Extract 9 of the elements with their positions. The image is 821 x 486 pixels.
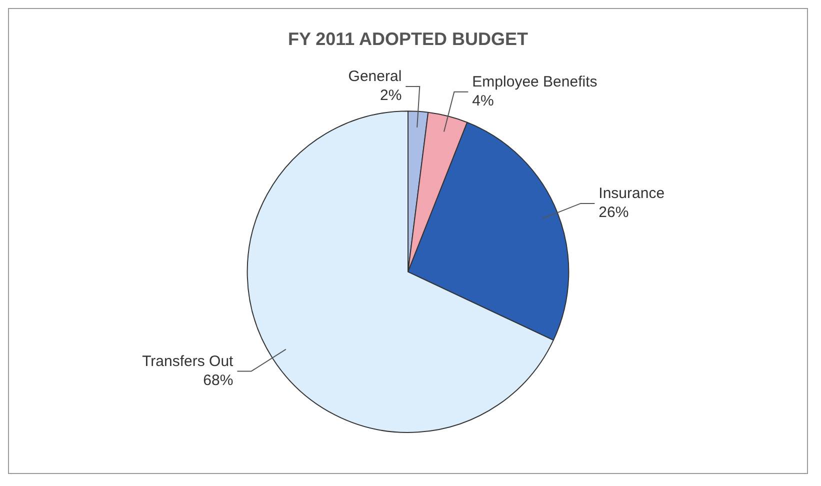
data-label: 4% (472, 92, 494, 110)
slice-label: Employee Benefits (472, 74, 598, 91)
data-label: 68% (203, 372, 234, 389)
chart-title: FY 2011 ADOPTED BUDGET (288, 28, 528, 49)
slice-label: Transfers Out (142, 352, 234, 370)
slice-label: Insurance (598, 185, 665, 202)
slice-label: General (348, 68, 402, 86)
data-label: 2% (380, 87, 402, 104)
data-label: 26% (598, 204, 629, 222)
